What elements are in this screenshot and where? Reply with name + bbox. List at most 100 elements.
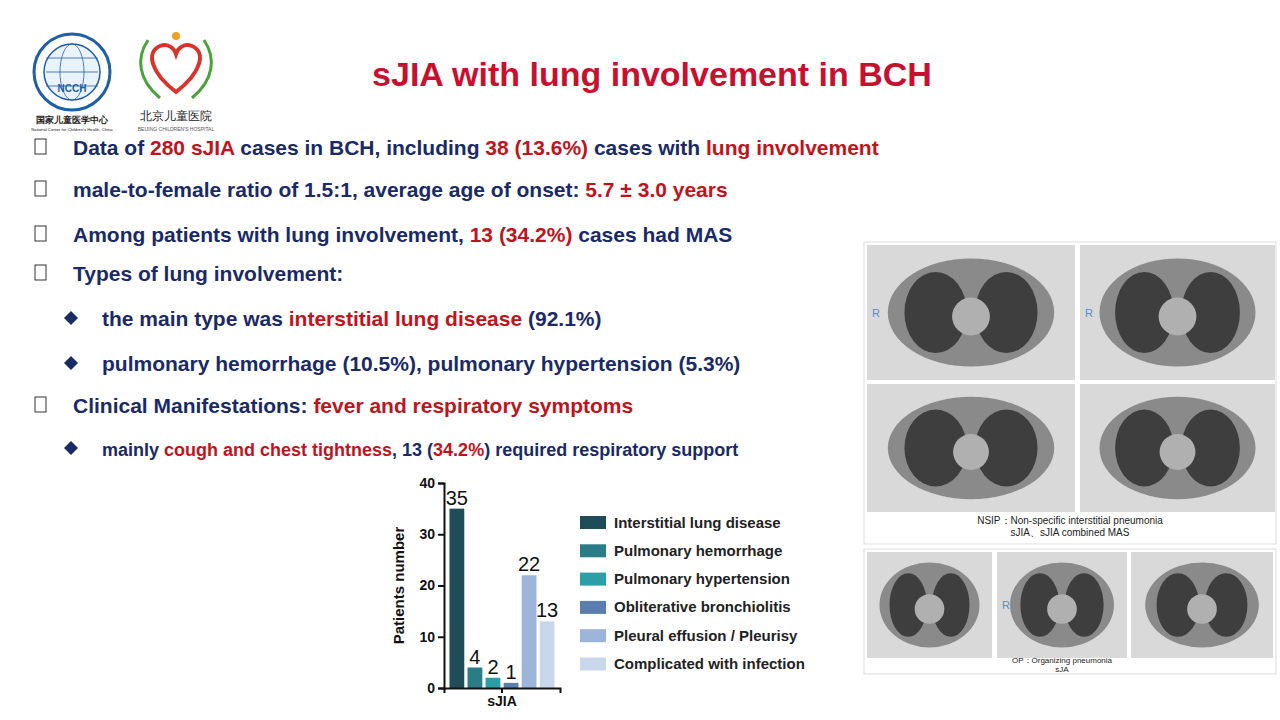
ct-images: R R R NSIP：Non-specific interstitial pneumo… — [864, 242, 1276, 674]
emblem-ring — [34, 34, 110, 110]
x-axis: sJIA — [445, 688, 561, 709]
legend-label: Obliterative bronchiolitis — [614, 598, 791, 615]
ct-heart — [915, 594, 945, 624]
y-tick-mark — [438, 534, 444, 536]
y-tick-label: 20 — [419, 577, 435, 593]
bar — [504, 683, 519, 688]
ct-scan — [867, 552, 992, 658]
bullet-segment: 38 (13.6%) — [485, 136, 588, 159]
ct-caption: NSIP：Non-specific interstitial pneumonia — [977, 515, 1163, 526]
ct-caption: sJIA、sJIA combined MAS — [1011, 527, 1130, 538]
bullet-box — [35, 139, 46, 154]
bullet-segment: 5.7 ± 3.0 years — [585, 178, 727, 201]
bullet-box — [35, 181, 46, 196]
sub-bullet-diamond — [64, 441, 78, 455]
y-axis: 0 10 20 30 40 — [419, 475, 444, 696]
bullet-segment: cases had MAS — [572, 223, 732, 246]
bullet-box — [35, 265, 46, 280]
ct-heart — [1159, 298, 1197, 336]
ct-body — [1100, 397, 1256, 499]
ct-frame — [997, 552, 1127, 658]
ct-frame — [1131, 552, 1273, 658]
bullet-segment: pulmonary hemorrhage (10.5%), pulmonary … — [102, 352, 740, 375]
ncch-name-en: National Center for Children's Health, C… — [31, 127, 113, 132]
y-tick-mark — [438, 585, 444, 587]
ncch-name-cn: 国家儿童医学中心 — [36, 115, 109, 125]
y-axis-line — [438, 484, 445, 689]
bullet-text: the main type was interstitial lung dise… — [102, 307, 602, 330]
bullet-segment: 13 (34.2%) — [470, 223, 573, 246]
emblem-globe — [44, 44, 100, 100]
ct-caption: sJA — [1055, 665, 1069, 674]
title: sJIA with lung involvement in BCH — [372, 55, 932, 93]
bullet-segment: Data of — [73, 136, 150, 159]
bullet-segment: (92.1%) — [522, 307, 601, 330]
ct-heart — [1160, 434, 1196, 470]
bch-laurel-left — [141, 40, 160, 98]
ct-heart — [952, 298, 990, 336]
ncch-emblem: NCCH — [34, 34, 110, 110]
ct-heart — [1047, 594, 1077, 624]
y-tick: 40 — [419, 475, 444, 491]
y-tick-label: 30 — [419, 526, 435, 542]
bch-dot — [172, 32, 180, 40]
x-tick: sJIA — [487, 688, 517, 709]
bullet-segment: Types of lung involvement: — [73, 262, 343, 285]
y-tick-label: 40 — [419, 475, 435, 491]
data-label: 4 — [469, 646, 480, 668]
ct-scan — [867, 384, 1075, 512]
ct-scan: R — [1080, 245, 1275, 380]
y-tick-mark — [438, 483, 444, 485]
data-label: 1 — [505, 661, 516, 683]
bullet-text: mainly cough and chest tightness, 13 (34… — [102, 440, 738, 460]
bar — [449, 509, 464, 688]
legend-swatch — [580, 658, 606, 671]
bch-logo — [141, 32, 212, 98]
ct-frame — [867, 245, 1075, 380]
legend-swatch — [580, 629, 606, 642]
legend-swatch — [580, 544, 606, 557]
sub-bullet-diamond — [64, 356, 78, 370]
bar — [522, 575, 537, 688]
legend-label: Pulmonary hypertension — [614, 570, 790, 587]
ct-scan: R — [867, 245, 1075, 380]
bullet-box — [35, 226, 46, 241]
ct-orientation: R — [1002, 599, 1010, 611]
bullets: Data of 280 sJIA cases in BCH, including… — [35, 136, 879, 460]
bch-laurel-right — [192, 40, 211, 98]
ct-body — [888, 397, 1054, 499]
bullet-segment: Clinical Manifestations: — [73, 394, 313, 417]
ct-scan — [1131, 552, 1273, 658]
bullet-segment: ) required respiratory support — [484, 440, 738, 460]
data-label: 22 — [518, 553, 540, 575]
ct-orientation: R — [1085, 307, 1093, 319]
bullet-segment: the main type was — [102, 307, 289, 330]
legend-swatch — [580, 573, 606, 586]
y-tick: 0 — [427, 680, 444, 696]
y-axis-title: Patients number — [390, 527, 407, 645]
bullet-segment: lung involvement — [706, 136, 879, 159]
y-tick: 20 — [419, 577, 444, 593]
bullet-text: pulmonary hemorrhage (10.5%), pulmonary … — [102, 352, 740, 375]
bullet-text: Clinical Manifestations: fever and respi… — [73, 394, 633, 417]
chart: 354212213010203040sJIAPatients numberInt… — [385, 474, 843, 720]
bullet-segment: 280 sJIA — [150, 136, 235, 159]
ct-scan: R — [997, 552, 1127, 658]
bullet-text: Data of 280 sJIA cases in BCH, including… — [73, 136, 879, 159]
data-label: 2 — [487, 656, 498, 678]
y-tick: 10 — [419, 629, 444, 645]
ct-orientation: R — [872, 307, 880, 319]
bullet-segment: cough and chest tightness — [164, 440, 392, 460]
sub-bullet-diamond — [64, 311, 78, 325]
bch-heart — [152, 45, 200, 92]
emblem-line — [46, 72, 98, 73]
ct-heart — [953, 434, 989, 470]
bullet-box — [35, 397, 46, 412]
bullet-segment: 34.2% — [433, 440, 484, 460]
ct-body — [1100, 259, 1256, 367]
background — [0, 0, 1280, 720]
bullet-segment: Among patients with lung involvement, — [73, 223, 470, 246]
bch-name-cn: 北京儿童医院 — [140, 109, 212, 123]
legend-label: Pleural effusion / Pleurisy — [614, 627, 798, 644]
emblem-text: NCCH — [58, 83, 87, 94]
